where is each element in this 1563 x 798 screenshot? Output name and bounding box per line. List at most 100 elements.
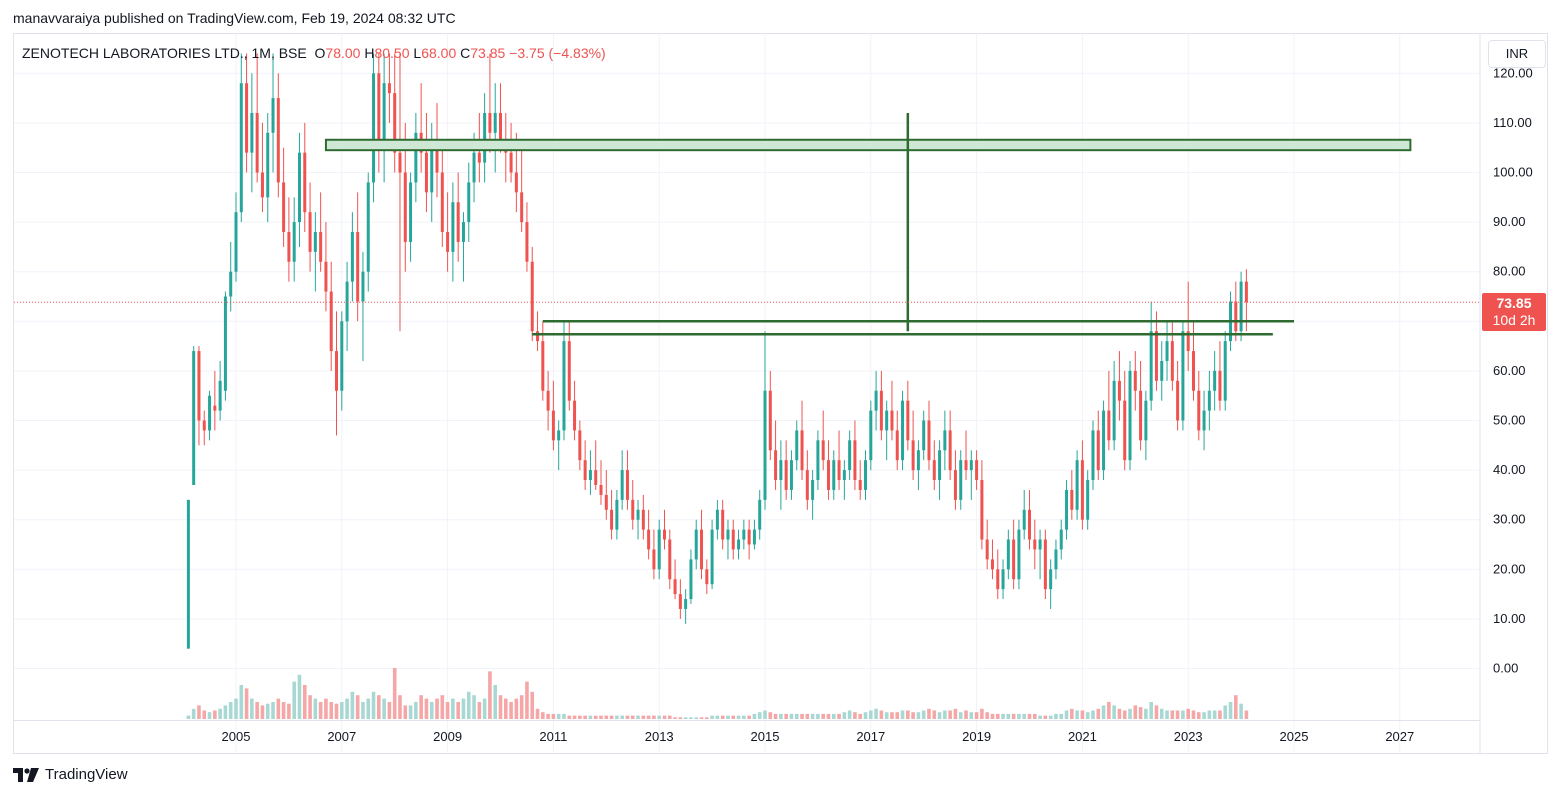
candle-body — [1176, 380, 1180, 421]
volume-bar — [202, 710, 207, 719]
last-price-tag: 73.85 10d 2h — [1482, 293, 1546, 331]
candle-body — [488, 112, 492, 133]
candle-body — [398, 152, 402, 173]
volume-bar — [440, 695, 445, 719]
volume-bar — [313, 698, 318, 719]
candle-body — [292, 222, 296, 262]
candle-body — [927, 420, 931, 461]
candle-body — [969, 460, 973, 471]
volume-bar — [705, 717, 709, 719]
time-tick-label: 2019 — [962, 729, 991, 744]
legend-open-value: 78.00 — [325, 45, 361, 61]
candle-body — [382, 83, 386, 148]
volume-bar — [1017, 713, 1021, 719]
currency-button[interactable]: INR — [1488, 40, 1546, 68]
volume-bar — [424, 698, 429, 719]
volume-bar — [308, 695, 312, 719]
volume-bar — [392, 668, 397, 719]
candle-body — [514, 172, 518, 193]
volume-bar — [371, 691, 376, 719]
volume-bar — [625, 715, 630, 719]
volume-bar — [1154, 705, 1159, 719]
candle-body — [467, 182, 471, 223]
volume-bar — [213, 710, 217, 719]
time-tick-label: 2017 — [856, 729, 885, 744]
candle-body — [303, 152, 307, 213]
candle-body — [975, 460, 979, 481]
legend-exchange: BSE — [278, 45, 307, 61]
volume-bar — [662, 715, 667, 719]
price-tick-label: 10.00 — [1493, 611, 1526, 626]
candle-body — [1223, 341, 1227, 401]
time-tick-label: 2023 — [1174, 729, 1203, 744]
volume-bar — [456, 702, 460, 719]
candle-body — [768, 390, 772, 451]
candle-body — [588, 470, 592, 481]
volume-bar — [932, 710, 937, 719]
candle-body — [446, 232, 450, 252]
volume-bar — [350, 691, 355, 719]
candle-body — [345, 281, 349, 322]
candle-body — [895, 430, 899, 461]
volume-bar — [990, 713, 995, 719]
volume-bar — [646, 715, 651, 719]
volume-bar — [1043, 715, 1048, 719]
candle-body — [779, 460, 783, 481]
candle-body — [890, 410, 894, 431]
candle-body — [393, 93, 397, 153]
candle-body — [276, 98, 280, 183]
volume-bar — [890, 712, 894, 719]
volume-bar — [916, 712, 921, 719]
candle-body — [530, 261, 534, 332]
volume-bar — [530, 691, 535, 719]
legend-high-value: 80.50 — [374, 45, 410, 61]
volume-bar — [689, 717, 693, 719]
volume-bar — [816, 713, 820, 719]
candle-body — [509, 152, 513, 173]
volume-bar — [366, 698, 371, 719]
candle-body — [737, 539, 741, 550]
price-tick-label: 0.00 — [1493, 661, 1518, 676]
volume-bar — [958, 712, 963, 719]
volume-bar — [556, 713, 561, 719]
volume-bar — [535, 708, 540, 719]
volume-bar — [382, 698, 386, 719]
candle-body — [562, 341, 566, 431]
candle-body — [1043, 539, 1047, 590]
volume-bar — [1091, 710, 1095, 719]
volume-bar — [757, 712, 762, 719]
candle-body — [197, 351, 201, 421]
candle-body — [700, 529, 704, 570]
candle-body — [1160, 360, 1164, 381]
candle-body — [816, 440, 820, 481]
candle-body — [271, 98, 275, 133]
volume-bar — [451, 698, 455, 719]
candle-body — [694, 529, 698, 560]
candle-body — [673, 579, 677, 595]
candle-body — [366, 182, 370, 272]
candle-body — [324, 261, 328, 292]
volume-bar — [900, 710, 905, 719]
bar-countdown: 10d 2h — [1492, 312, 1536, 328]
candle-body — [800, 430, 804, 471]
chart-frame[interactable] — [13, 33, 1548, 754]
legend-interval[interactable]: 1M — [251, 45, 271, 61]
legend-sep-2: , — [270, 45, 279, 61]
candle-body — [287, 232, 291, 262]
legend-symbol[interactable]: ZENOTECH LABORATORIES LTD. — [22, 45, 244, 61]
volume-bar — [657, 715, 661, 719]
volume-bar — [1138, 707, 1143, 719]
candle-body — [620, 470, 624, 500]
candle-body — [906, 400, 910, 441]
candle-body — [461, 222, 465, 242]
candle-body — [1133, 370, 1137, 391]
volume-bar — [1027, 713, 1032, 719]
candle-body — [774, 450, 778, 481]
candle-body — [1244, 281, 1248, 303]
tradingview-branding[interactable]: TradingView — [13, 766, 128, 783]
candle-body — [1049, 569, 1053, 590]
candle-body — [387, 83, 391, 94]
volume-bar — [429, 702, 434, 719]
volume-bar — [191, 708, 196, 719]
